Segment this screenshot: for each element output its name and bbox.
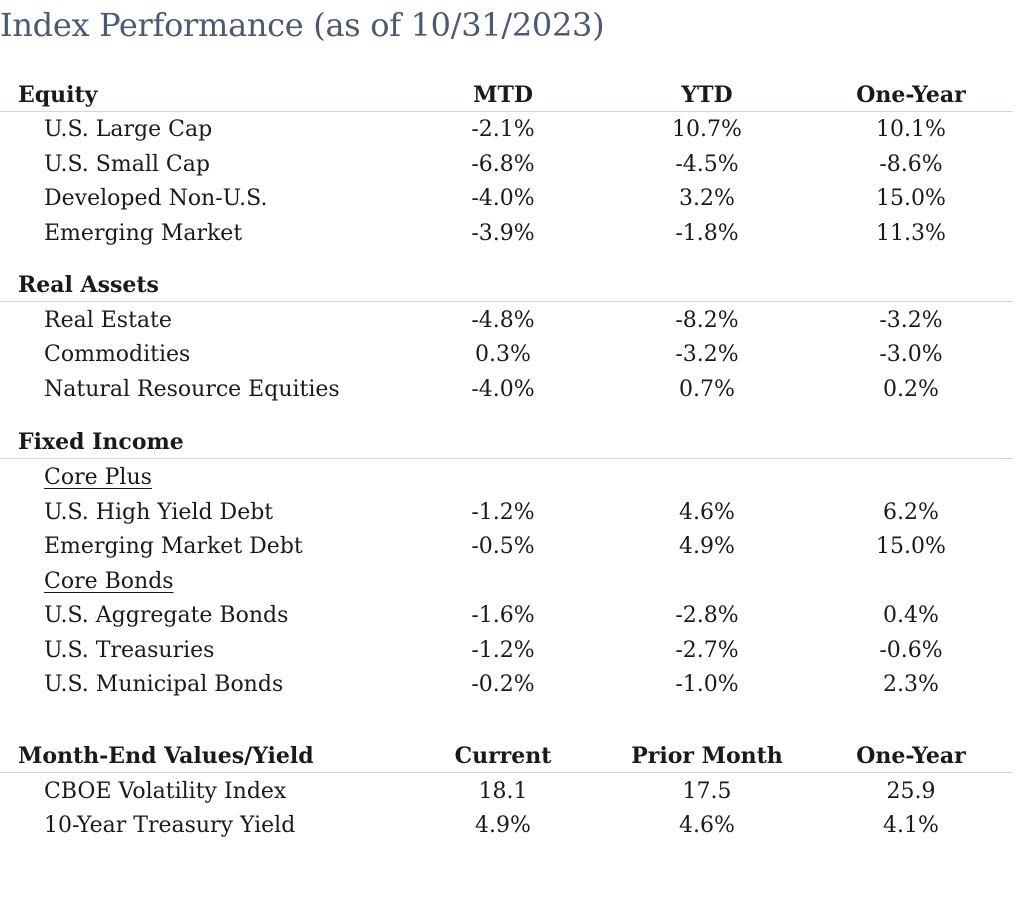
- table-row: U.S. Small Cap -6.8% -4.5% -8.6%: [0, 148, 1013, 182]
- one-year-value: 10.1%: [876, 117, 946, 142]
- mtd-value: -6.8%: [471, 152, 535, 177]
- subsection-heading-core-plus: Core Plus: [44, 465, 152, 490]
- table-row: U.S. Aggregate Bonds -1.6% -2.8% 0.4%: [0, 599, 1013, 633]
- ytd-value: 4.6%: [679, 500, 735, 525]
- table-row: U.S. Large Cap -2.1% 10.7% 10.1%: [0, 113, 1013, 147]
- table-row: 10-Year Treasury Yield 4.9% 4.6% 4.1%: [0, 809, 1013, 843]
- row-label: Emerging Market Debt: [44, 534, 303, 559]
- one-year-value: 4.1%: [883, 813, 939, 838]
- row-label: U.S. Municipal Bonds: [44, 672, 284, 697]
- row-label: Developed Non-U.S.: [44, 186, 268, 211]
- table-row: Developed Non-U.S. -4.0% 3.2% 15.0%: [0, 182, 1013, 216]
- table-row: U.S. Municipal Bonds -0.2% -1.0% 2.3%: [0, 668, 1013, 702]
- subsection-heading-core-bonds: Core Bonds: [44, 569, 174, 594]
- ytd-value: -1.0%: [675, 672, 739, 697]
- section-heading-month-end: Month-End Values/Yield: [18, 743, 314, 769]
- table-row: Commodities 0.3% -3.2% -3.0%: [0, 338, 1013, 372]
- ytd-value: 3.2%: [679, 186, 735, 211]
- current-value: 18.1: [478, 779, 528, 804]
- section-heading-equity: Equity: [18, 82, 98, 108]
- prior-month-value: 17.5: [682, 779, 732, 804]
- column-header-mtd: MTD: [473, 82, 533, 108]
- column-header-one-year: One-Year: [856, 82, 966, 108]
- one-year-value: -3.2%: [879, 308, 943, 333]
- mtd-value: -3.9%: [471, 221, 535, 246]
- prior-month-value: 4.6%: [679, 813, 735, 838]
- page-title: Index Performance (as of 10/31/2023): [0, 6, 605, 44]
- row-label: Real Estate: [44, 308, 172, 333]
- one-year-value: 15.0%: [876, 186, 946, 211]
- one-year-value: 25.9: [886, 779, 936, 804]
- ytd-value: -3.2%: [675, 342, 739, 367]
- subsection-heading-row: Core Plus: [0, 461, 1013, 495]
- row-label: U.S. Aggregate Bonds: [44, 603, 289, 628]
- equity-header-row: Equity MTD YTD One-Year: [0, 78, 1013, 112]
- row-label: U.S. Large Cap: [44, 117, 213, 142]
- section-heading-real-assets: Real Assets: [18, 272, 159, 298]
- column-header-ytd: YTD: [681, 82, 733, 108]
- ytd-value: 10.7%: [672, 117, 742, 142]
- mtd-value: -1.6%: [471, 603, 535, 628]
- row-label: CBOE Volatility Index: [44, 779, 287, 804]
- mtd-value: -0.5%: [471, 534, 535, 559]
- one-year-value: 6.2%: [883, 500, 939, 525]
- table-row: Real Estate -4.8% -8.2% -3.2%: [0, 304, 1013, 338]
- fixed-income-header-row: Fixed Income: [0, 425, 1013, 459]
- table-row: U.S. High Yield Debt -1.2% 4.6% 6.2%: [0, 496, 1013, 530]
- table-row: Emerging Market -3.9% -1.8% 11.3%: [0, 217, 1013, 251]
- one-year-value: 0.2%: [883, 377, 939, 402]
- one-year-value: -0.6%: [879, 638, 943, 663]
- one-year-value: 0.4%: [883, 603, 939, 628]
- row-label: Natural Resource Equities: [44, 377, 340, 402]
- table-row: CBOE Volatility Index 18.1 17.5 25.9: [0, 775, 1013, 809]
- current-value: 4.9%: [475, 813, 531, 838]
- ytd-value: -4.5%: [675, 152, 739, 177]
- mtd-value: -4.0%: [471, 377, 535, 402]
- row-label: U.S. High Yield Debt: [44, 500, 274, 525]
- row-label: U.S. Treasuries: [44, 638, 215, 663]
- section-heading-fixed-income: Fixed Income: [18, 429, 184, 455]
- real-assets-header-row: Real Assets: [0, 268, 1013, 302]
- mtd-value: -1.2%: [471, 500, 535, 525]
- mtd-value: -4.0%: [471, 186, 535, 211]
- column-header-current: Current: [454, 743, 552, 769]
- mtd-value: 0.3%: [475, 342, 531, 367]
- ytd-value: 0.7%: [679, 377, 735, 402]
- ytd-value: -8.2%: [675, 308, 739, 333]
- one-year-value: -3.0%: [879, 342, 943, 367]
- one-year-value: 11.3%: [876, 221, 946, 246]
- mtd-value: -1.2%: [471, 638, 535, 663]
- column-header-one-year: One-Year: [856, 743, 966, 769]
- one-year-value: 2.3%: [883, 672, 939, 697]
- month-end-header-row: Month-End Values/Yield Current Prior Mon…: [0, 739, 1013, 773]
- ytd-value: 4.9%: [679, 534, 735, 559]
- table-row: Emerging Market Debt -0.5% 4.9% 15.0%: [0, 530, 1013, 564]
- ytd-value: -2.7%: [675, 638, 739, 663]
- mtd-value: -4.8%: [471, 308, 535, 333]
- mtd-value: -2.1%: [471, 117, 535, 142]
- column-header-prior-month: Prior Month: [631, 743, 783, 769]
- row-label: 10-Year Treasury Yield: [44, 813, 296, 838]
- ytd-value: -2.8%: [675, 603, 739, 628]
- mtd-value: -0.2%: [471, 672, 535, 697]
- ytd-value: -1.8%: [675, 221, 739, 246]
- table-row: Natural Resource Equities -4.0% 0.7% 0.2…: [0, 373, 1013, 407]
- table-row: U.S. Treasuries -1.2% -2.7% -0.6%: [0, 634, 1013, 668]
- subsection-heading-row: Core Bonds: [0, 565, 1013, 599]
- one-year-value: -8.6%: [879, 152, 943, 177]
- one-year-value: 15.0%: [876, 534, 946, 559]
- row-label: Emerging Market: [44, 221, 243, 246]
- row-label: Commodities: [44, 342, 191, 367]
- row-label: U.S. Small Cap: [44, 152, 210, 177]
